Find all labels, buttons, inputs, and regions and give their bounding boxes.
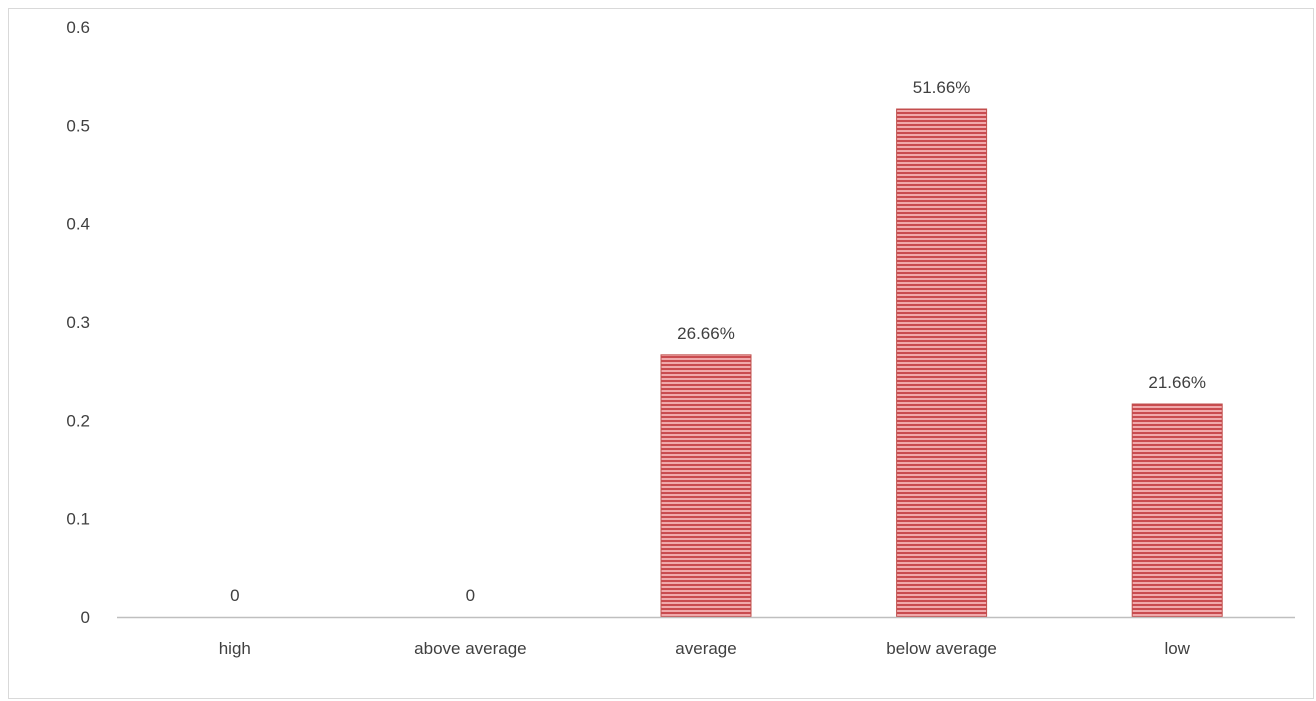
y-tick-label: 0.1 (66, 510, 90, 529)
bar (896, 108, 988, 618)
y-tick-label: 0.3 (66, 313, 90, 332)
x-category-label: above average (414, 639, 526, 658)
data-labels: 0 0 26.66% 51.66% 21.66% (230, 78, 1206, 605)
bars (660, 108, 1223, 618)
x-category-label: average (675, 639, 736, 658)
data-label: 51.66% (913, 78, 971, 97)
data-label: 26.66% (677, 324, 735, 343)
chart-frame (8, 8, 1314, 699)
x-axis-categories: high above average average below average low (219, 639, 1191, 658)
y-tick-label: 0.4 (66, 215, 90, 234)
x-category-label: high (219, 639, 251, 658)
bar (660, 354, 752, 618)
y-tick-label: 0.2 (66, 411, 90, 430)
y-tick-label: 0.6 (66, 18, 90, 37)
bar (1131, 403, 1223, 618)
y-tick-label: 0.5 (66, 116, 90, 135)
x-category-label: below average (886, 639, 997, 658)
data-label: 0 (466, 586, 475, 605)
x-category-label: low (1164, 639, 1190, 658)
y-tick-label: 0 (81, 608, 90, 627)
y-axis-ticks: 0 0.1 0.2 0.3 0.4 0.5 0.6 (66, 18, 90, 627)
data-label: 21.66% (1148, 373, 1206, 392)
data-label: 0 (230, 586, 239, 605)
